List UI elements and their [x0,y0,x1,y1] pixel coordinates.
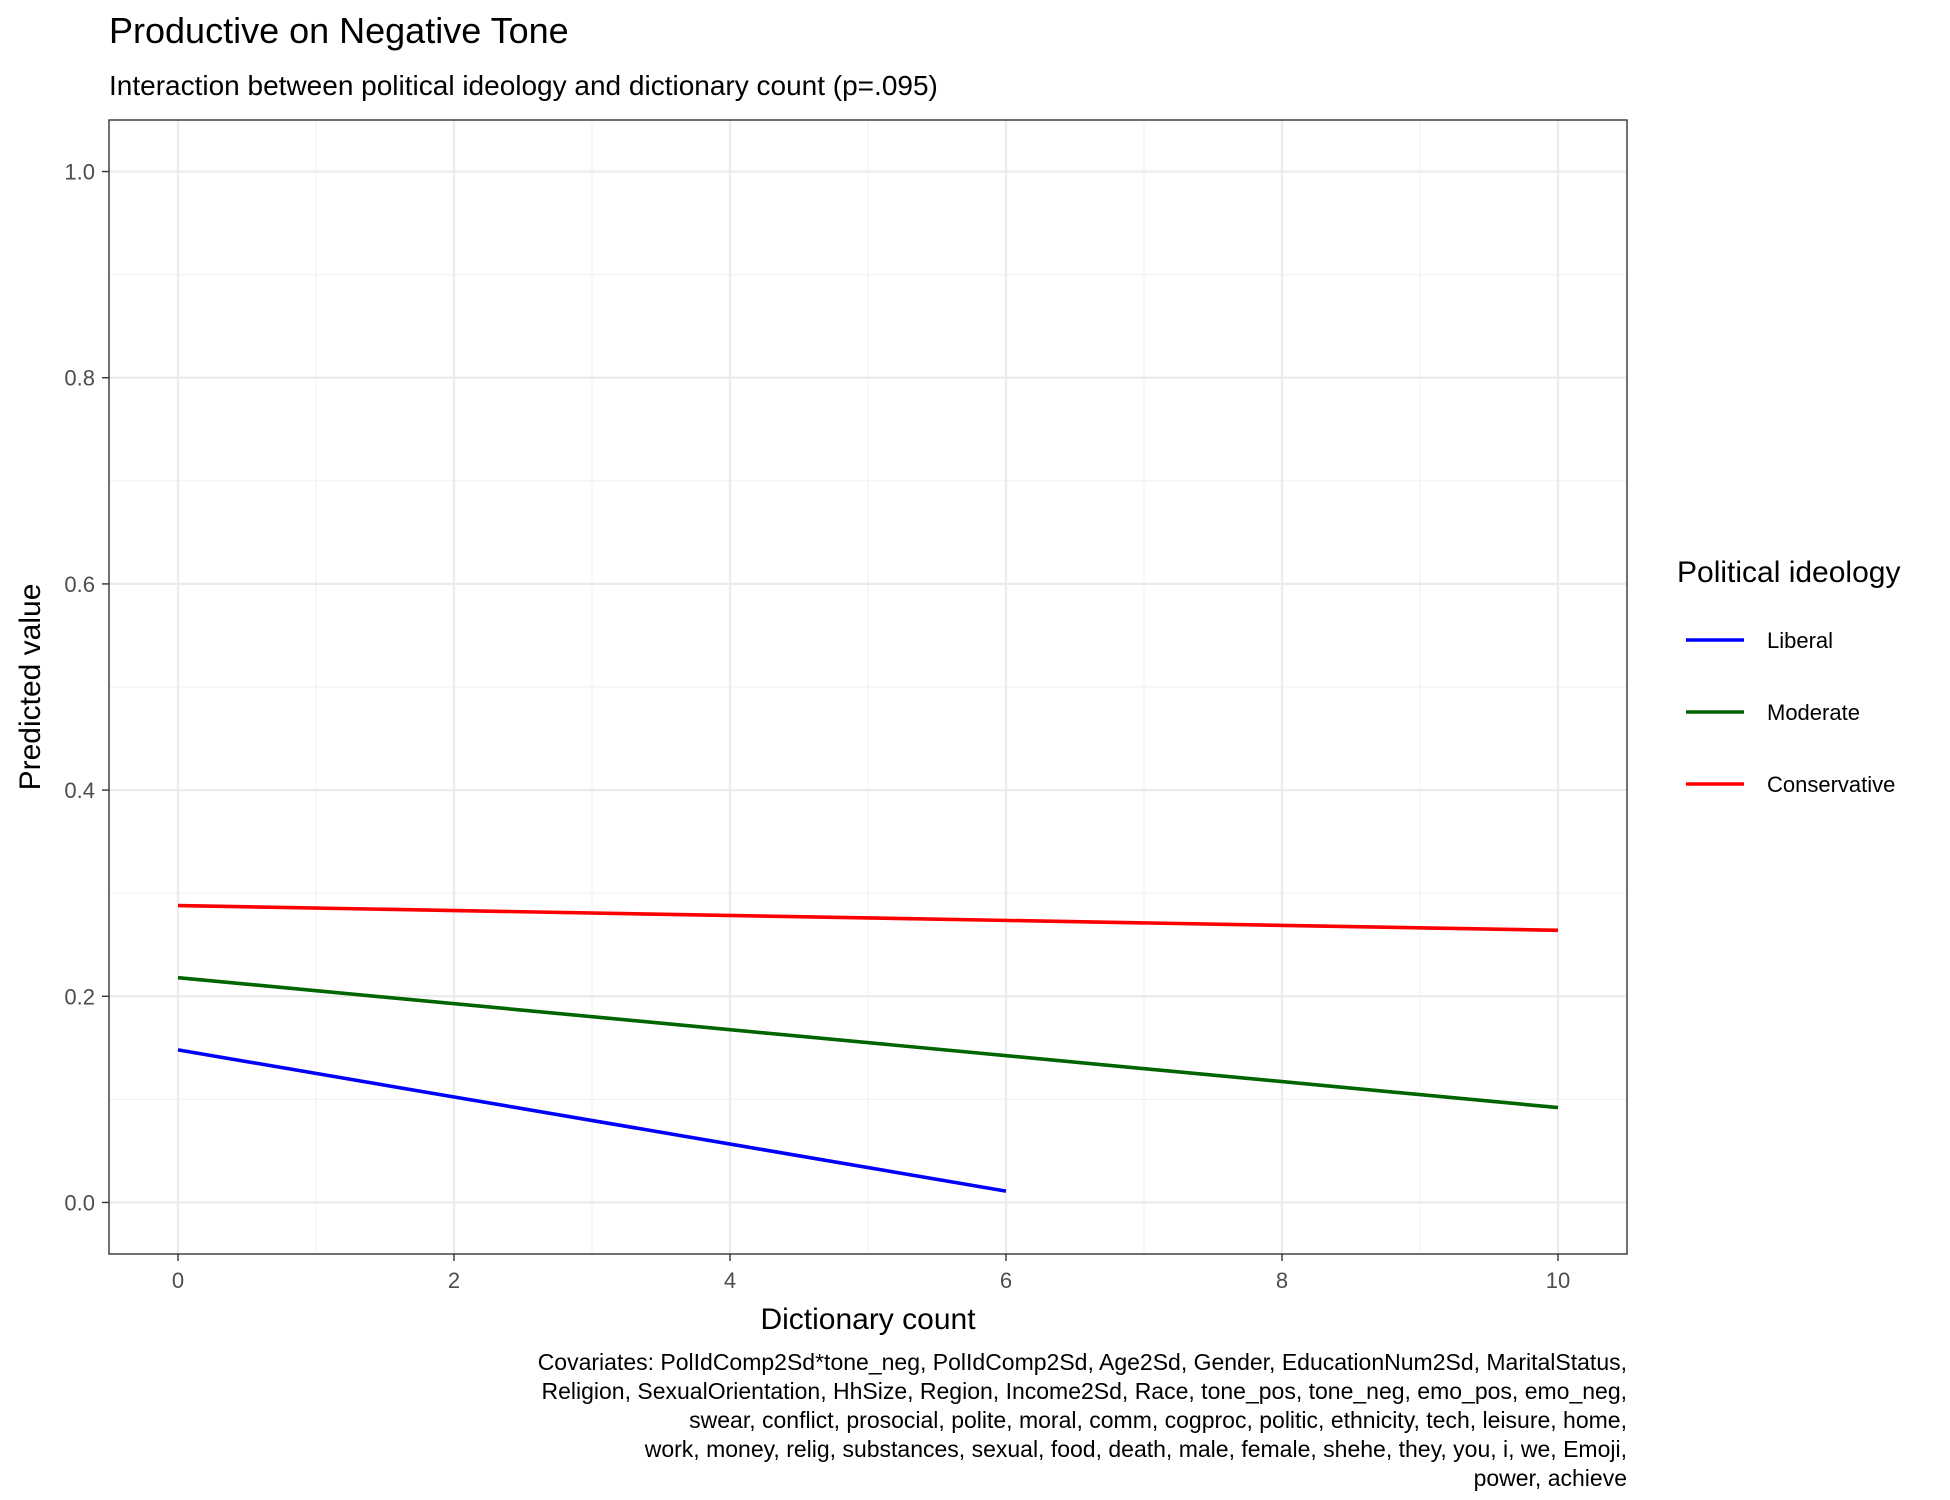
y-tick-label: 0.2 [64,984,95,1009]
y-tick-label: 0.0 [64,1190,95,1215]
y-tick-label: 0.6 [64,572,95,597]
series-line-liberal [177,1048,1007,1193]
y-axis: 0.0 0.2 0.4 0.6 0.8 1.0 [64,160,109,1215]
caption-line: swear, conflict, prosocial, polite, mora… [689,1407,1627,1433]
legend: Political ideology Liberal Moderate Conser… [1677,556,1900,797]
x-tick-label: 10 [1546,1268,1570,1293]
x-tick-label: 4 [724,1268,736,1293]
legend-label-liberal: Liberal [1767,628,1833,653]
x-axis: 0 2 4 6 8 10 [172,1254,1570,1293]
chart-subtitle: Interaction between political ideology a… [109,70,938,101]
caption-line: Covariates: PolIdComp2Sd*tone_neg, PolId… [538,1349,1627,1375]
series-lines [177,903,1559,1193]
panel-border [108,119,1628,1255]
x-tick-label: 0 [172,1268,184,1293]
caption-line: power, achieve [1474,1465,1627,1491]
plot-panel [108,119,1628,1255]
chart-title: Productive on Negative Tone [109,10,569,51]
x-tick-label: 8 [1276,1268,1288,1293]
caption-line: work, money, relig, substances, sexual, … [644,1436,1627,1462]
y-axis-title: Predicted value [14,584,47,791]
y-tick-label: 1.0 [64,160,95,185]
minor-gridlines [109,120,1627,1254]
y-tick-label: 0.8 [64,366,95,391]
series-line-moderate [177,975,1559,1110]
legend-label-moderate: Moderate [1767,700,1860,725]
legend-items: Liberal Moderate Conservative [1686,628,1895,797]
x-tick-label: 2 [448,1268,460,1293]
x-axis-title: Dictionary count [760,1303,976,1336]
caption: Covariates: PolIdComp2Sd*tone_neg, PolId… [538,1349,1627,1491]
caption-line: Religion, SexualOrientation, HhSize, Reg… [541,1378,1627,1404]
x-tick-label: 6 [1000,1268,1012,1293]
y-tick-label: 0.4 [64,778,95,803]
legend-title: Political ideology [1677,556,1900,589]
legend-label-conservative: Conservative [1767,772,1895,797]
series-line-conservative [177,903,1559,933]
